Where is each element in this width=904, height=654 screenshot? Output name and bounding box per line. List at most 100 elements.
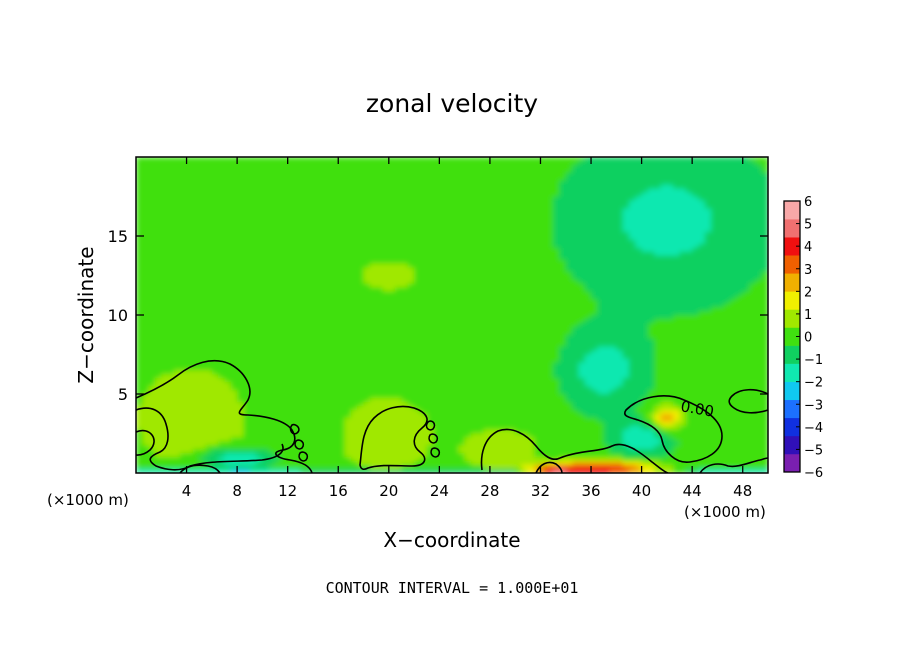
heatmap-cell [218,263,226,269]
heatmap-cell [584,350,592,356]
heatmap-cell [154,334,162,340]
heatmap-cell [376,236,384,241]
heatmap-cell [483,326,491,332]
heatmap-cell [679,224,687,229]
heatmap-cell [136,212,143,217]
heatmap-cell [363,338,371,344]
heatmap-cell [496,164,504,170]
heatmap-cell [275,279,282,284]
heatmap-cell [294,204,301,209]
heatmap-cell [388,204,396,209]
heatmap-cell [749,346,756,352]
heatmap-cell [616,295,624,300]
heatmap-cell [439,307,447,312]
heatmap-cell [230,271,238,277]
heatmap-cell [186,160,194,166]
heatmap-cell [704,164,712,170]
heatmap-cell [578,216,586,221]
heatmap-cell [559,311,567,316]
heatmap-cell [616,160,624,166]
heatmap-cell [249,196,257,202]
heatmap-cell [262,322,270,328]
heatmap-cell [591,243,598,249]
heatmap-cell [426,303,434,308]
heatmap-cell [559,212,567,217]
heatmap-cell [685,196,693,202]
heatmap-cell [578,208,586,213]
heatmap-cell [363,228,371,233]
heatmap-cell [755,275,763,281]
heatmap-cell [610,259,617,265]
heatmap-cell [275,168,282,174]
heatmap-cell [749,220,756,225]
heatmap-cell [591,216,598,221]
heatmap-cell [711,322,719,328]
heatmap-cell [616,334,624,340]
heatmap-cell [275,157,282,162]
heatmap-cell [363,307,371,312]
heatmap-cell [698,192,706,198]
heatmap-cell [224,291,232,296]
heatmap-cell [628,176,636,182]
heatmap-cell [401,299,409,304]
heatmap-cell [761,188,768,194]
heatmap-cell [647,283,655,288]
heatmap-cell [382,275,390,281]
heatmap-cell [306,168,314,174]
heatmap-cell [401,311,409,316]
heatmap-cell [546,295,554,300]
heatmap-cell [325,188,333,194]
heatmap-cell [477,247,485,253]
heatmap-cell [262,232,270,237]
heatmap-cell [382,326,390,332]
heatmap-cell [458,346,466,352]
heatmap-cell [262,184,270,190]
heatmap-cell [262,239,270,245]
heatmap-cell [641,303,649,308]
heatmap-cell [331,267,339,273]
heatmap-cell [300,160,308,166]
heatmap-cell [628,196,636,202]
heatmap-cell [205,204,213,209]
heatmap-cell [249,275,257,281]
heatmap-cell [452,247,459,253]
heatmap-cell [546,236,554,241]
heatmap-cell [458,271,466,277]
heatmap-cell [180,283,188,288]
heatmap-cell [275,208,282,213]
heatmap-cell [647,192,655,198]
heatmap-cell [591,180,598,186]
heatmap-cell [382,315,390,320]
heatmap-cell [376,271,384,277]
heatmap-cell [148,279,156,284]
heatmap-cell [395,303,403,308]
heatmap-cell [173,346,181,352]
heatmap-cell [527,255,535,261]
heatmap-cell [736,236,744,241]
heatmap-cell [591,303,598,308]
heatmap-cell [521,200,529,205]
heatmap-cell [452,330,459,336]
heatmap-cell [161,263,169,269]
heatmap-cell [357,243,365,249]
heatmap-cell [249,164,257,170]
heatmap-cell [275,322,282,328]
heatmap-cell [679,247,687,253]
heatmap-cell [553,263,561,269]
heatmap-cell [192,315,200,320]
heatmap-cell [439,342,447,348]
heatmap-cell [591,164,598,170]
heatmap-cell [679,334,687,340]
heatmap-cell [565,291,573,296]
heatmap-cell [496,263,504,269]
heatmap-cell [546,184,554,190]
heatmap-cell [154,291,162,296]
heatmap-cell [395,342,403,348]
heatmap-cell [666,232,674,237]
heatmap-cell [407,204,415,209]
heatmap-cell [306,192,314,198]
heatmap-cell [489,267,497,273]
heatmap-cell [211,318,219,324]
heatmap-cell [275,334,282,340]
heatmap-cell [591,239,598,245]
